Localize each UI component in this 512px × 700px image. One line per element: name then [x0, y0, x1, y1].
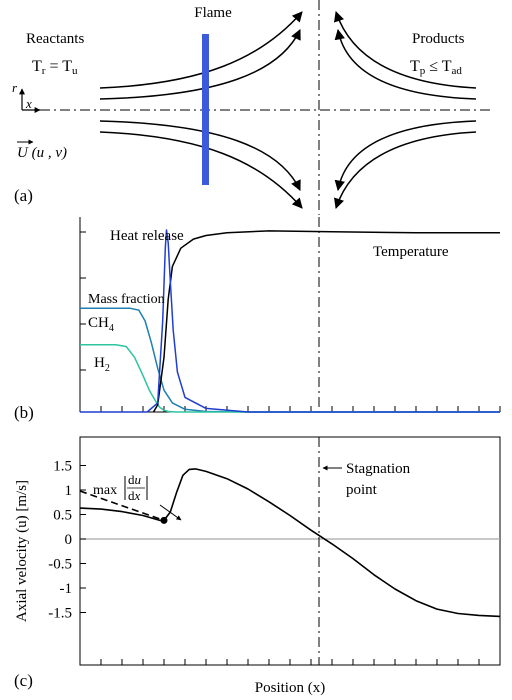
stagnation-label-line1: Stagnation — [346, 461, 411, 477]
max-gradient-point — [160, 516, 168, 524]
panel-c: 1.510.50-0.5-1-1.5 max du dx Stagnation … — [14, 436, 501, 696]
max-annotation: max — [93, 483, 117, 498]
panel-b-yticks — [80, 231, 86, 371]
series-heat-release — [80, 229, 500, 413]
panel-c-label: (c) — [14, 671, 33, 690]
velocity-label: U (u , v) — [17, 145, 67, 161]
panel-b-series — [80, 229, 500, 413]
panel-a: r x Flame Reactants Tr = Tu Products Tp … — [12, 0, 492, 215]
y-tick-label: -1 — [60, 581, 73, 597]
temperature-label: Temperature — [373, 244, 449, 260]
series-h2 — [80, 343, 500, 413]
panel-c-xticks — [79, 659, 501, 665]
flame-sheet — [202, 34, 209, 185]
streamline-left-top-outer — [99, 11, 303, 89]
axial-velocity-line — [79, 468, 501, 618]
streamline-right-bottom-outer — [334, 131, 477, 209]
r-axis-label: r — [12, 80, 18, 95]
mass-fraction-label: Mass fraction — [88, 292, 165, 307]
heat-release-label: Heat release — [110, 228, 184, 244]
y-tick-label: -1.5 — [48, 606, 72, 622]
streamline-right-top-outer — [334, 11, 477, 89]
products-label: Products — [412, 31, 465, 47]
annotation-arrow — [159, 504, 182, 521]
y-tick-label: 1 — [65, 483, 73, 499]
streamline-left-bottom-inner — [99, 120, 301, 191]
h2-label: H2 — [94, 355, 110, 374]
y-axis-title: Axial velocity (u) [m/s] — [14, 480, 30, 622]
tangent-line — [79, 490, 165, 522]
flame-label: Flame — [194, 5, 232, 21]
streamline-left-top-inner — [99, 29, 301, 100]
panel-a-label: (a) — [14, 186, 33, 205]
x-axis-label: x — [25, 96, 32, 111]
reactants-label: Reactants — [26, 31, 84, 47]
y-tick-label: 0 — [65, 532, 73, 548]
panel-c-yticks: 1.5 1 0.5 0 -0.5 -1 -1.5 — [48, 459, 86, 622]
y-tick-label: -0.5 — [48, 557, 72, 573]
panel-c-series — [79, 468, 501, 618]
panel-c-frame — [79, 436, 501, 666]
stagnation-label-line2: point — [346, 482, 378, 498]
series-ch4 — [80, 307, 500, 413]
panel-b-label: (b) — [14, 403, 34, 422]
y-tick-label: 0.5 — [53, 508, 72, 524]
reactants-temp: Tr = Tu — [32, 58, 78, 77]
dx-label: dx — [128, 488, 141, 503]
panel-b: Heat release Temperature Mass fraction C… — [14, 217, 501, 422]
y-tick-label: 1.5 — [53, 459, 72, 475]
streamline-right-top-inner — [334, 28, 477, 100]
panel-b-xticks — [79, 406, 501, 412]
x-axis-title: Position (x) — [255, 680, 325, 696]
streamline-right-bottom-inner — [334, 120, 477, 192]
series-temperature — [152, 230, 500, 413]
streamline-left-bottom-outer — [99, 131, 303, 209]
products-temp: Tp ≤ Tad — [410, 58, 462, 77]
ch4-label: CH4 — [88, 315, 114, 334]
du-label: du — [128, 472, 142, 487]
